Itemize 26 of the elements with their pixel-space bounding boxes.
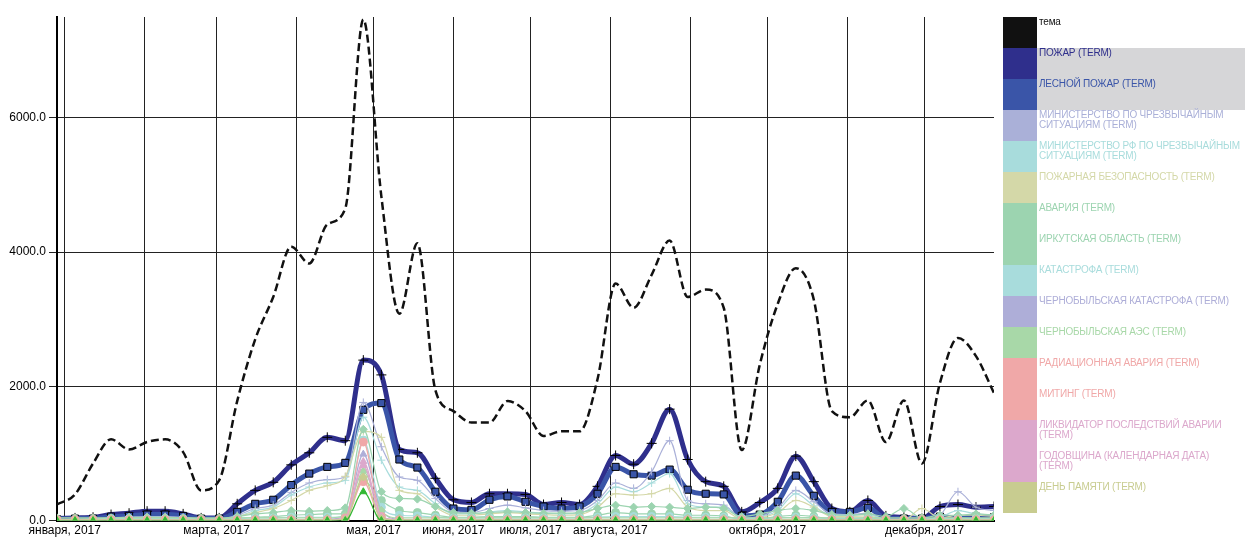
- text: МИНИСТЕРСТВО ПО ЧРЕЗВЫЧАЙНЫМ СИТУАЦИЯМ (TERM): [1038, 109, 1225, 132]
- text: МИТИНГ (TERM): [1038, 388, 1117, 401]
- text: КАТАСТРОФА (TERM): [1038, 264, 1140, 277]
- x-tick-label: октября, 2017: [728, 523, 807, 538]
- text: ПОЖАРНАЯ БЕЗОПАСНОСТЬ (TERM): [1038, 171, 1216, 184]
- text: ЛЕСНОЙ ПОЖАР (TERM): [1038, 78, 1157, 91]
- text: ЛИКВИДАТОР ПОСЛЕДСТВИЙ АВАРИИ (TERM): [1038, 419, 1223, 442]
- text: ИРКУТСКАЯ ОБЛАСТЬ (TERM): [1038, 233, 1182, 246]
- x-tick-label: августа, 2017: [573, 523, 649, 538]
- text: МИНИСТЕРСТВО РФ ПО ЧРЕЗВЫЧАЙНЫМ СИТУАЦИЯМ (TERM): [1038, 140, 1241, 163]
- x-tick-label: июля, 2017: [499, 523, 563, 538]
- text: ЧЕРНОБЫЛЬСКАЯ КАТАСТРОФА (TERM): [1038, 295, 1230, 308]
- y-tick-label: 4000.0: [9, 244, 47, 259]
- x-tick-label: мая, 2017: [346, 523, 402, 538]
- text: тема: [1038, 16, 1062, 29]
- text: ДЕНЬ ПАМЯТИ (TERM): [1038, 481, 1147, 494]
- text: ЧЕРНОБЫЛЬСКАЯ АЭС (TERM): [1038, 326, 1187, 339]
- y-tick-label: 2000.0: [9, 378, 47, 393]
- x-tick-label: марта, 2017: [183, 523, 251, 538]
- y-tick-label: 6000.0: [9, 110, 47, 125]
- x-tick-label: июня, 2017: [422, 523, 485, 538]
- text: ГОДОВЩИНА (КАЛЕНДАРНАЯ ДАТА) (TERM): [1038, 450, 1211, 473]
- text: АВАРИЯ (TERM): [1038, 202, 1116, 215]
- text: ПОЖАР (TERM): [1038, 47, 1113, 60]
- text: РАДИАЦИОННАЯ АВАРИЯ (TERM): [1038, 357, 1201, 370]
- x-tick-label: декабря, 2017: [884, 523, 965, 538]
